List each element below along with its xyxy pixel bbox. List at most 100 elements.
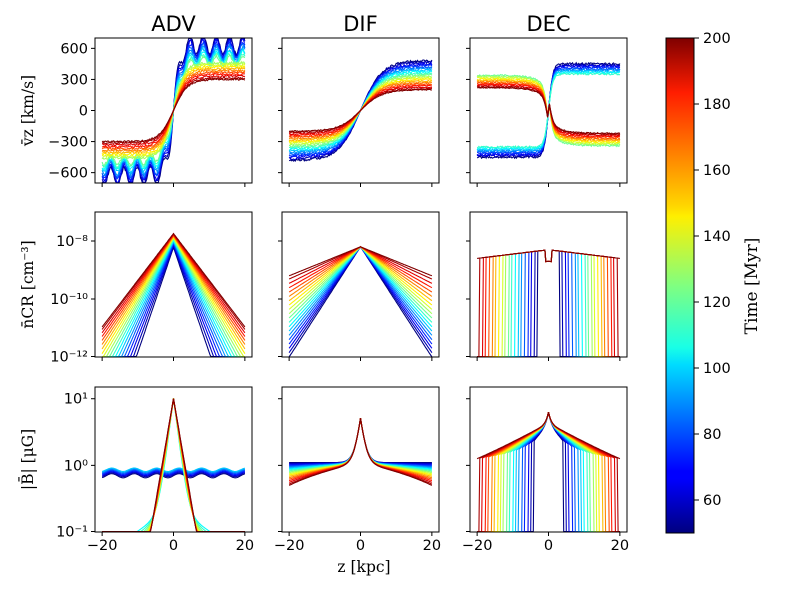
x-axis-label: z [kpc]	[337, 558, 390, 576]
series-line-82myr	[101, 469, 246, 474]
colorbar-tick-label: 80	[703, 427, 721, 443]
series-line-200myr	[102, 398, 245, 532]
series-line-146myr	[102, 398, 245, 532]
y-axis-label-row-2: |B̄| [μG]	[19, 429, 37, 490]
panel-frame	[94, 386, 253, 533]
x-tick-label: 20	[236, 538, 254, 554]
x-tick-label: 0	[169, 538, 178, 554]
series-line-186myr	[102, 398, 245, 532]
colorbar-gradient	[665, 37, 695, 534]
series-line-66myr	[289, 418, 432, 465]
series-line-130myr	[102, 237, 245, 357]
x-tick-label: 0	[544, 538, 553, 554]
series-line-154myr	[288, 246, 433, 302]
y-tick-label: 10⁻¹	[56, 525, 88, 541]
colorbar-tick-label: 120	[703, 295, 731, 311]
colorbar-tick-label: 200	[703, 31, 731, 47]
series-line-138myr	[102, 236, 245, 357]
series-line-66myr	[101, 471, 246, 477]
y-tick-label: −300	[48, 135, 88, 151]
colorbar-ticks: 60 80 100 120 140 160 180 200	[694, 31, 731, 509]
series-line-130myr	[102, 398, 245, 532]
series-line-74myr	[101, 470, 246, 476]
series-line-200myr	[288, 418, 433, 486]
colorbar: 60 80 100 120 140 160 180 200 Time [Myr]	[665, 31, 762, 534]
series-line-170myr	[102, 398, 245, 532]
panel-grid: −600 −300 0 300 600 v̄z [km/s] 10⁻¹² 10⁻¹⁰ 10⁻⁸ n…	[19, 12, 629, 554]
x-tick-label: 0	[356, 538, 365, 554]
series-line-98myr	[289, 418, 432, 469]
series-line-106myr	[289, 418, 432, 470]
series-line-200myr	[101, 77, 246, 144]
colorbar-tick-label: 160	[703, 163, 731, 179]
colorbar-tick-label: 100	[703, 361, 731, 377]
series-line-114myr	[102, 398, 245, 532]
column-title-adv: ADV	[151, 12, 196, 36]
x-tick-label: 20	[611, 538, 629, 554]
y-tick-label: 0	[79, 104, 88, 120]
series-line-50myr	[101, 473, 246, 479]
series-line-90myr	[289, 418, 432, 468]
series-line-74myr	[289, 418, 432, 466]
y-tick-label: 600	[60, 41, 88, 57]
x-tick-label: −20	[462, 538, 493, 554]
y-tick-label: 300	[60, 72, 88, 88]
series-line-200myr	[477, 249, 620, 263]
series-line-90myr	[101, 468, 246, 473]
series-line-122myr	[288, 246, 433, 319]
series-line-82myr	[289, 418, 432, 467]
colorbar-tick-label: 140	[703, 229, 731, 245]
series-line-162myr	[288, 246, 433, 297]
colorbar-tick-label: 60	[703, 493, 721, 509]
series-line-58myr	[101, 472, 246, 478]
series-line-200myr	[101, 232, 246, 328]
colorbar-tick-label: 180	[703, 97, 731, 113]
y-tick-label: 10⁰	[64, 458, 88, 474]
y-tick-label: 10⁻¹²	[50, 350, 88, 366]
series-line-74myr	[288, 245, 433, 345]
series-line-138myr	[102, 398, 245, 532]
series-line-194myr	[102, 398, 245, 532]
panel-1-dif-curves	[288, 245, 433, 357]
x-tick-label: 20	[423, 538, 441, 554]
series-line-154myr	[101, 235, 246, 350]
series-line-200myr	[476, 86, 621, 135]
series-line-154myr	[102, 398, 245, 532]
series-line-178myr	[102, 398, 245, 532]
series-line-98myr	[101, 467, 246, 473]
y-axis-label-row-1: n̄CR [cm⁻³]	[19, 240, 37, 328]
column-title-dec: DEC	[526, 12, 570, 36]
y-tick-label: −600	[48, 166, 88, 182]
series-line-106myr	[102, 398, 245, 532]
y-axis-label-row-0: v̄z [km/s]	[19, 75, 37, 147]
panel-frame	[469, 211, 628, 358]
column-title-dif: DIF	[343, 12, 377, 36]
series-line-50myr	[288, 245, 433, 357]
series-line-178myr	[101, 233, 246, 337]
series-line-122myr	[102, 237, 245, 357]
series-line-130myr	[288, 246, 433, 315]
panel-frame	[281, 386, 440, 533]
series-line-162myr	[101, 234, 246, 345]
series-line-162myr	[102, 398, 245, 532]
series-line-146myr	[477, 249, 620, 357]
panel-1-dec-curves	[477, 249, 620, 357]
series-line-200myr	[476, 411, 621, 460]
y-tick-label: 10⁻⁸	[56, 234, 88, 250]
series-line-122myr	[102, 398, 245, 532]
series-line-50myr	[289, 418, 432, 464]
series-line-200myr	[288, 246, 433, 277]
panel-frame	[469, 386, 628, 533]
colorbar-label: Time [Myr]	[742, 238, 762, 335]
x-tick-label: −20	[274, 538, 305, 554]
series-line-170myr	[101, 234, 246, 341]
panel-0-dif-curves	[288, 59, 433, 162]
panel-2-adv-curves	[101, 398, 246, 532]
series-line-146myr	[477, 411, 620, 532]
panel-0-dec-curves	[476, 61, 621, 160]
series-line-194myr	[288, 246, 433, 280]
x-tick-label: −20	[87, 538, 118, 554]
panel-2-dif-curves	[288, 418, 433, 486]
panel-2-dec-curves	[476, 411, 621, 532]
